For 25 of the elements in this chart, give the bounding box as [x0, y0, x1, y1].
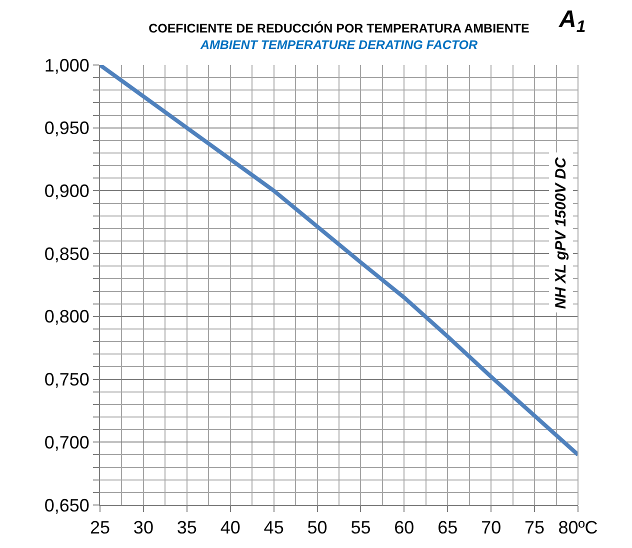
- x-tick-label: 70: [481, 518, 502, 538]
- x-tick-label: 25: [90, 518, 110, 538]
- y-tick-label: 0,700: [44, 432, 90, 452]
- y-tick-label: 0,750: [44, 370, 90, 390]
- y-tick-label: 0,950: [44, 118, 90, 138]
- y-tick-label: 0,900: [44, 181, 90, 202]
- line-series: [100, 65, 578, 457]
- y-tick-label: 0,850: [44, 244, 90, 264]
- x-tick-label: 50: [307, 518, 328, 538]
- chart-subtitle: AMBIENT TEMPERATURE DERATING FACTOR: [199, 38, 478, 52]
- x-tick-label: 75: [524, 518, 545, 538]
- chart-title: COEFICIENTE DE REDUCCIÓN POR TEMPERATURA AMBIENTE: [148, 20, 530, 36]
- x-tick-label: 45: [264, 518, 284, 538]
- y-tick-label: 0,650: [44, 495, 90, 516]
- y-tick-label: 1,000: [44, 55, 90, 76]
- text: A$_{1}$: [558, 6, 586, 36]
- x-tick-label: 30: [133, 518, 154, 538]
- y-tick-label: 0,800: [44, 306, 90, 327]
- x-tick-label: 35: [176, 518, 197, 538]
- x-tick-label: 80ºC: [558, 518, 598, 538]
- x-tick-label: 40: [220, 518, 240, 538]
- x-tick-label: 60: [394, 518, 414, 538]
- annotation: NH XL gPV 1500V DC: [552, 156, 570, 309]
- x-tick-label: 65: [438, 518, 458, 538]
- x-tick-label: 55: [350, 518, 371, 538]
